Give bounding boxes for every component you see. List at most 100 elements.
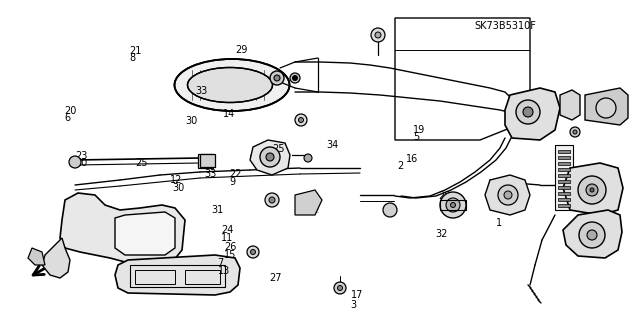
Circle shape [371, 28, 385, 42]
Circle shape [269, 197, 275, 203]
Circle shape [334, 282, 346, 294]
Ellipse shape [188, 68, 273, 102]
Circle shape [250, 249, 255, 255]
Text: 5: 5 [413, 132, 419, 142]
Circle shape [270, 71, 284, 85]
Bar [558, 180, 570, 183]
Text: 19: 19 [413, 125, 425, 135]
Circle shape [516, 100, 540, 124]
Bar [558, 198, 570, 201]
Text: 21: 21 [129, 46, 141, 56]
Text: 14: 14 [223, 109, 235, 119]
Circle shape [523, 107, 533, 117]
Text: 9: 9 [229, 177, 236, 187]
Circle shape [440, 192, 466, 218]
Circle shape [579, 222, 605, 248]
Ellipse shape [175, 59, 289, 111]
Polygon shape [60, 193, 185, 270]
Text: 30: 30 [173, 183, 185, 193]
Polygon shape [115, 212, 175, 255]
Circle shape [451, 203, 456, 207]
Circle shape [295, 114, 307, 126]
Text: 29: 29 [236, 45, 248, 55]
Text: 8: 8 [129, 53, 136, 63]
Bar [558, 186, 570, 189]
Polygon shape [115, 255, 240, 295]
Circle shape [596, 98, 616, 118]
Circle shape [265, 193, 279, 207]
Polygon shape [28, 248, 45, 265]
Circle shape [304, 154, 312, 162]
Bar [440, 200, 466, 210]
Polygon shape [563, 210, 622, 258]
Bar [198, 154, 213, 168]
Text: 16: 16 [406, 154, 419, 165]
Polygon shape [42, 238, 70, 278]
Polygon shape [295, 190, 322, 215]
Circle shape [69, 156, 81, 168]
Text: 17: 17 [351, 290, 363, 300]
Bar [558, 156, 570, 159]
Circle shape [298, 117, 303, 122]
Text: 23: 23 [76, 151, 88, 161]
Polygon shape [250, 140, 290, 175]
Circle shape [590, 188, 594, 192]
Text: 24: 24 [221, 225, 233, 235]
Polygon shape [505, 88, 560, 140]
Bar [130, 265, 225, 287]
Text: 13: 13 [218, 266, 230, 276]
Bar [558, 150, 570, 153]
Bar [558, 174, 570, 177]
Circle shape [266, 153, 274, 161]
Text: SK73B5310F: SK73B5310F [475, 20, 536, 31]
Text: 11: 11 [221, 233, 233, 243]
Circle shape [292, 76, 298, 80]
Circle shape [260, 147, 280, 167]
Text: 33: 33 [205, 169, 217, 179]
Text: FR.: FR. [48, 255, 68, 265]
Text: 1: 1 [496, 218, 502, 228]
Text: 33: 33 [195, 86, 207, 96]
Circle shape [573, 130, 577, 134]
Circle shape [290, 73, 300, 83]
Polygon shape [560, 90, 580, 120]
Text: 7: 7 [218, 258, 224, 268]
Bar [200, 154, 215, 167]
Text: 32: 32 [435, 229, 447, 240]
Text: 15: 15 [224, 250, 236, 260]
Circle shape [504, 191, 512, 199]
Polygon shape [585, 88, 628, 125]
Text: 22: 22 [229, 169, 242, 179]
Text: 6: 6 [64, 113, 70, 123]
Circle shape [587, 230, 597, 240]
Polygon shape [563, 163, 623, 215]
Text: 25: 25 [136, 158, 148, 168]
Text: 30: 30 [186, 116, 198, 126]
Text: 10: 10 [76, 158, 88, 168]
Circle shape [570, 127, 580, 137]
Circle shape [274, 75, 280, 81]
Circle shape [383, 203, 397, 217]
Text: 34: 34 [326, 140, 339, 150]
Text: 25: 25 [272, 144, 285, 154]
Text: 3: 3 [351, 300, 357, 310]
Text: 2: 2 [397, 161, 403, 171]
Text: 12: 12 [170, 175, 182, 185]
Circle shape [586, 184, 598, 196]
Bar [558, 204, 570, 207]
Bar [558, 162, 570, 165]
Text: 31: 31 [211, 205, 223, 215]
Text: 27: 27 [269, 272, 282, 283]
Bar [558, 192, 570, 195]
Polygon shape [485, 175, 530, 215]
Bar [558, 168, 570, 171]
Circle shape [375, 32, 381, 38]
Circle shape [247, 246, 259, 258]
Text: 26: 26 [224, 242, 236, 252]
Circle shape [337, 286, 342, 291]
Text: 28: 28 [438, 191, 451, 201]
Circle shape [578, 176, 606, 204]
Circle shape [498, 185, 518, 205]
Text: 20: 20 [64, 106, 76, 116]
Circle shape [446, 198, 460, 212]
